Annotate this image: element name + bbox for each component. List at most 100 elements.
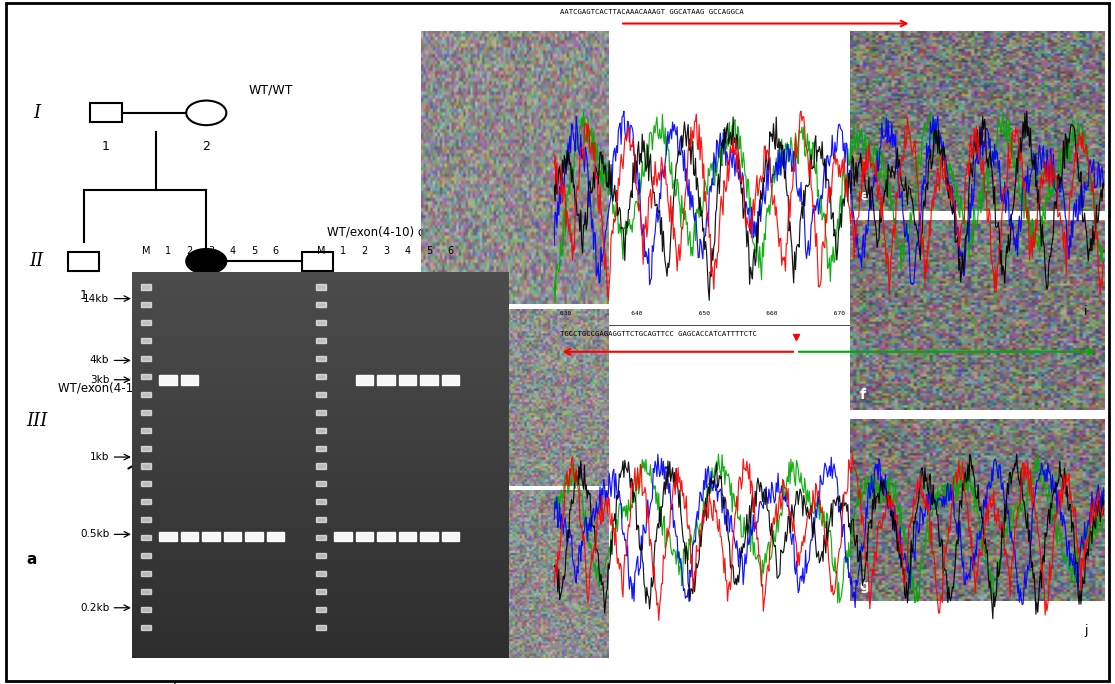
Text: —3308bp: —3308bp: [497, 118, 551, 129]
Bar: [313, 411, 345, 430]
Bar: [224, 532, 241, 540]
Text: i: i: [1084, 304, 1087, 317]
Bar: [317, 374, 327, 379]
Text: d: d: [429, 637, 439, 651]
Bar: [377, 532, 395, 540]
Text: G6PD-F1R1: G6PD-F1R1: [532, 559, 595, 568]
Text: c: c: [429, 464, 437, 478]
Text: g: g: [860, 579, 870, 592]
Text: 3101bp: 3101bp: [532, 384, 574, 395]
Text: 2: 2: [202, 140, 211, 153]
Text: 5: 5: [251, 246, 258, 256]
Text: —524bp: —524bp: [504, 462, 551, 471]
Text: 2: 2: [186, 246, 193, 256]
Bar: [142, 410, 152, 415]
Bar: [442, 532, 459, 540]
Bar: [302, 252, 333, 271]
Text: 5: 5: [426, 246, 433, 256]
Bar: [317, 517, 327, 522]
Bar: [317, 482, 327, 486]
Text: WT/exon(4-10) del: WT/exon(4-10) del: [58, 382, 167, 395]
Bar: [420, 375, 438, 384]
Bar: [317, 338, 327, 343]
Text: II: II: [30, 252, 43, 270]
Bar: [142, 482, 152, 486]
Bar: [317, 302, 327, 307]
Text: 14kb: 14kb: [84, 293, 109, 304]
Text: AATCGAGTCACTTACAAACAAAGT GGCATAAG GCCAGGCA: AATCGAGTCACTTACAAACAAAGT GGCATAAG GCCAGG…: [560, 9, 744, 15]
Text: 1: 1: [101, 140, 110, 153]
Bar: [159, 532, 176, 540]
Bar: [159, 375, 176, 384]
Text: 3: 3: [382, 246, 389, 256]
Text: WT/Y: WT/Y: [340, 384, 370, 397]
Text: 0.5kb: 0.5kb: [80, 529, 109, 540]
Text: (F1R1): (F1R1): [516, 404, 553, 414]
Text: 1: 1: [165, 246, 171, 256]
Bar: [317, 624, 327, 629]
Text: G6PD-F1R1: G6PD-F1R1: [487, 508, 551, 518]
Text: 524bp: 524bp: [532, 531, 568, 541]
FancyBboxPatch shape: [6, 3, 1109, 681]
Text: 2: 2: [361, 246, 368, 256]
Text: WT/exon(4-10) del: WT/exon(4-10) del: [327, 225, 436, 238]
Bar: [142, 428, 152, 433]
Text: III: III: [26, 412, 48, 430]
Text: 3kb: 3kb: [90, 375, 109, 385]
Bar: [142, 589, 152, 594]
Circle shape: [186, 101, 226, 125]
Bar: [420, 532, 438, 540]
Bar: [68, 252, 99, 271]
Text: TGCCTGCCGAGAGGTTCTGCAGTTCC GAGCACCATCATTTTCTC: TGCCTGCCGAGAGGTTCTGCAGTTCC GAGCACCATCATT…: [560, 331, 756, 337]
Text: 2: 2: [324, 448, 333, 461]
Bar: [181, 375, 198, 384]
Bar: [334, 532, 351, 540]
Bar: [142, 607, 152, 611]
Text: 1: 1: [202, 448, 211, 461]
Bar: [142, 302, 152, 307]
Text: M: M: [317, 246, 326, 256]
Bar: [142, 535, 152, 540]
Text: (F1R2): (F1R2): [516, 336, 553, 346]
Bar: [317, 499, 327, 504]
Bar: [356, 375, 374, 384]
Text: j: j: [1084, 624, 1087, 637]
Text: 1kb: 1kb: [90, 452, 109, 462]
Bar: [142, 356, 152, 361]
Text: 4kb: 4kb: [90, 356, 109, 365]
Bar: [317, 410, 327, 415]
Text: h: h: [173, 681, 181, 684]
Bar: [202, 532, 220, 540]
Bar: [181, 532, 198, 540]
Bar: [317, 445, 327, 451]
Text: —3101bp: —3101bp: [497, 151, 551, 161]
Text: (F1R2): (F1R2): [514, 60, 551, 70]
Text: (F1R1): (F1R1): [514, 189, 551, 199]
Bar: [142, 464, 152, 469]
Text: 1: 1: [340, 246, 346, 256]
Bar: [399, 532, 416, 540]
Bar: [317, 464, 327, 469]
Bar: [317, 571, 327, 576]
Bar: [142, 624, 152, 629]
Bar: [317, 285, 327, 289]
Text: M: M: [142, 246, 151, 256]
Text: 2: 2: [202, 289, 211, 302]
Bar: [442, 375, 459, 384]
Bar: [142, 445, 152, 451]
Bar: [317, 553, 327, 558]
Bar: [90, 103, 122, 122]
Circle shape: [186, 249, 226, 274]
Bar: [266, 532, 284, 540]
Bar: [317, 535, 327, 540]
Bar: [142, 285, 152, 289]
Text: a: a: [26, 552, 37, 567]
Bar: [317, 356, 327, 361]
Bar: [317, 428, 327, 433]
Bar: [317, 320, 327, 326]
Bar: [142, 374, 152, 379]
Bar: [142, 517, 152, 522]
Text: 6: 6: [272, 246, 279, 256]
Bar: [399, 375, 416, 384]
Text: 4: 4: [405, 246, 410, 256]
